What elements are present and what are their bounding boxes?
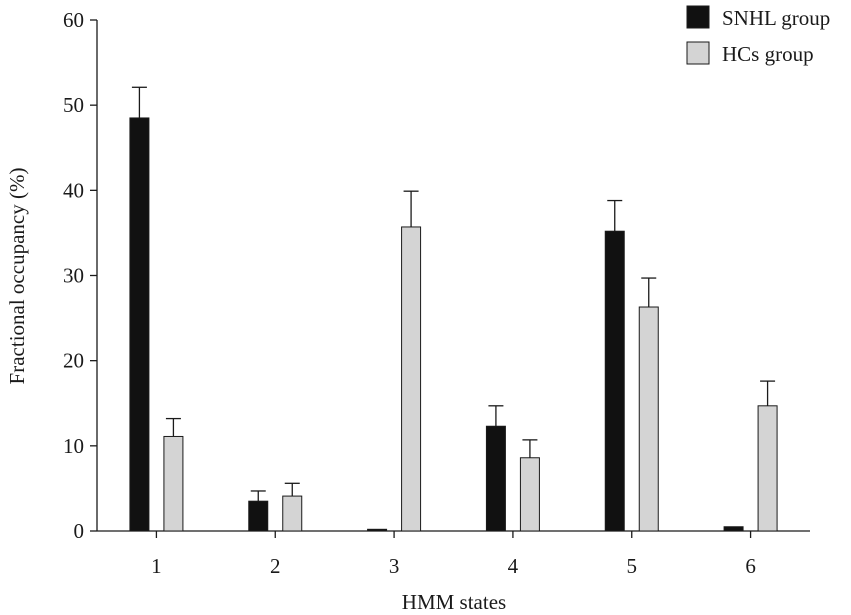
x-tick-label: 4: [508, 554, 519, 578]
y-tick-label: 10: [63, 434, 84, 458]
error-bar: [522, 439, 538, 458]
error-bar: [403, 190, 419, 227]
x-tick-label: 5: [627, 554, 638, 578]
x-axis: 1 2 3 4 5 6: [97, 530, 810, 578]
bars: [129, 86, 778, 532]
x-tick-label: 2: [270, 554, 281, 578]
hcs-legend-swatch: [686, 41, 710, 65]
y-tick-label: 20: [63, 349, 84, 373]
snhl-bar-state-5: [604, 230, 625, 532]
error-bar: [131, 86, 147, 118]
error-bar: [250, 490, 266, 502]
snhl-bar-state-6: [723, 526, 744, 532]
snhl-bar-state-2: [248, 500, 269, 532]
error-bar: [488, 405, 504, 427]
y-tick-label: 0: [74, 519, 85, 543]
snhl-legend-swatch: [686, 5, 710, 29]
x-tick-label: 6: [745, 554, 756, 578]
error-bar: [607, 199, 623, 232]
error-bar: [760, 380, 776, 406]
hcs-bar-state-5: [638, 306, 659, 532]
y-tick-label: 60: [63, 8, 84, 32]
x-axis-title: HMM states: [402, 590, 506, 614]
hcs-bar-state-3: [401, 226, 422, 532]
y-tick-label: 40: [63, 178, 84, 202]
error-bar: [165, 417, 181, 437]
snhl-legend-label: SNHL group: [722, 6, 830, 30]
hcs-bar-state-1: [163, 435, 184, 532]
error-bar: [641, 277, 657, 308]
hcs-legend-label: HCs group: [722, 42, 814, 66]
snhl-bar-state-4: [485, 425, 506, 532]
x-tick-label: 1: [151, 554, 162, 578]
y-tick-label: 30: [63, 264, 84, 288]
hcs-bar-state-6: [757, 405, 778, 532]
error-bar: [284, 482, 300, 497]
y-axis: 0 10 20 30 40 50 60: [63, 8, 98, 543]
hcs-bar-state-4: [519, 457, 540, 532]
y-tick-label: 50: [63, 93, 84, 117]
x-tick-label: 3: [389, 554, 400, 578]
hcs-bar-state-2: [282, 495, 303, 532]
snhl-bar-state-3: [367, 528, 388, 532]
snhl-bar-state-1: [129, 117, 150, 532]
y-axis-title: Fractional occupancy (%): [5, 168, 29, 385]
legend: SNHL group HCs group: [686, 5, 830, 66]
